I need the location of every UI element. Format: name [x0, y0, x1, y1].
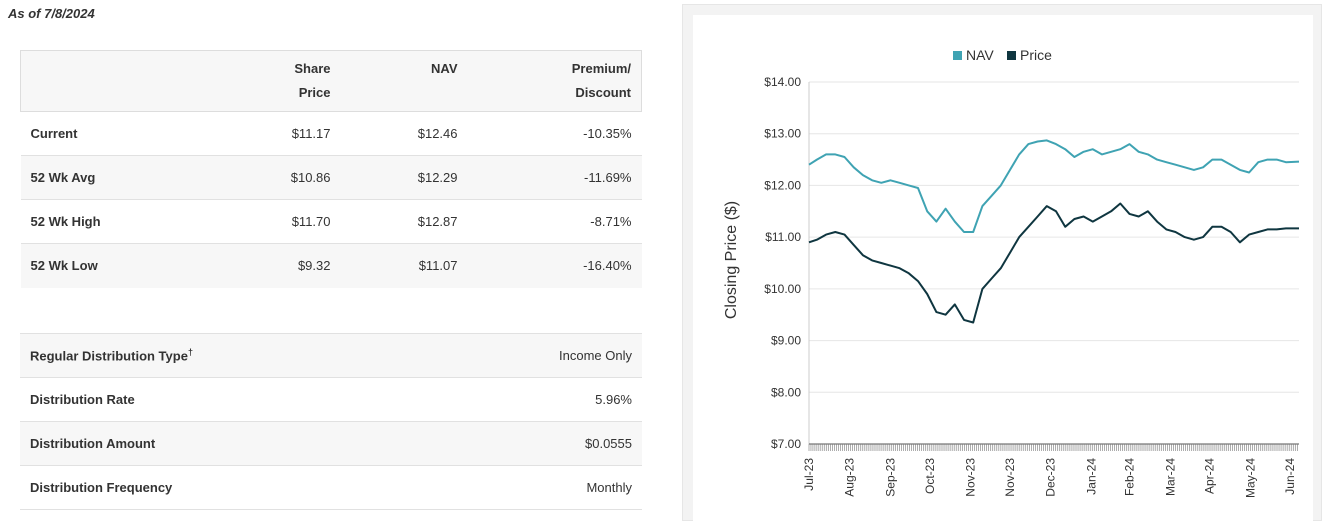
distribution-amount-value: $0.0555 [432, 421, 642, 466]
x-tick-label: Jan-24 [1084, 458, 1098, 495]
row-label: 52 Wk Low [20, 243, 151, 288]
share-price-header-text: Share Price [294, 61, 331, 100]
nav-value: $12.87 [340, 199, 468, 244]
x-tick-label: Feb-24 [1123, 458, 1137, 496]
distribution-type-value: Income Only [432, 333, 642, 378]
stats-header-nav: NAV [340, 50, 468, 112]
x-tick-label: Apr-24 [1203, 458, 1217, 494]
stats-header-label [20, 50, 151, 112]
premium-discount-value: -11.69% [467, 155, 642, 200]
nav-value: $12.29 [340, 155, 468, 200]
chart-panel: NAV Price Closing Price ($) $14.00 $13.00… [682, 4, 1322, 522]
footnote-dagger: † [187, 347, 193, 358]
stats-header-row: Share Price NAV Premium/ Discount [20, 50, 642, 112]
series-line-nav [808, 139, 1300, 233]
x-tick-label: Jun-24 [1283, 458, 1297, 495]
row-label: Current [20, 111, 151, 156]
stats-row-current: Current $11.17 $12.46 -10.35% [20, 111, 642, 156]
row-label: Distribution Frequency [20, 465, 433, 510]
nav-value: $11.07 [340, 243, 468, 288]
y-tick-label: $11.00 [765, 230, 801, 244]
chart-container: NAV Price Closing Price ($) $14.00 $13.00… [693, 15, 1313, 522]
y-tick-label: $9.00 [771, 334, 801, 348]
y-tick-label: $8.00 [771, 385, 801, 399]
y-tick-label: $7.00 [771, 437, 801, 451]
row-label: Distribution Amount [20, 421, 433, 466]
x-tick-label: May-24 [1243, 458, 1257, 498]
row-label: Regular Distribution Type† [20, 333, 433, 378]
y-tick-label: $14.00 [764, 75, 801, 89]
premium-discount-value: -16.40% [467, 243, 642, 288]
distribution-table: Regular Distribution Type† Income Only D… [20, 333, 642, 510]
distribution-row-amount: Distribution Amount $0.0555 [20, 421, 642, 466]
x-tick-label: Jul-23 [802, 458, 816, 491]
legend-price-label: Price [1020, 47, 1052, 63]
stats-row-52wk-avg: 52 Wk Avg $10.86 $12.29 -11.69% [20, 155, 642, 200]
x-tick-label: Sep-23 [883, 458, 897, 497]
share-price-value: $11.17 [150, 111, 341, 156]
share-price-value: $11.70 [150, 199, 341, 244]
x-tick-label: Aug-23 [843, 458, 857, 497]
y-axis-label: Closing Price ($) [723, 201, 740, 319]
y-tick-label: $10.00 [764, 282, 801, 296]
stats-header-premium-discount: Premium/ Discount [467, 50, 642, 112]
premium-discount-value: -8.71% [467, 199, 642, 244]
chart-legend: NAV Price [953, 47, 1052, 63]
x-axis: Jul-23 Aug-23 Sep-23 Oct-23 Nov-23 Nov-23 Dec-… [802, 443, 1299, 498]
y-tick-label: $12.00 [764, 178, 801, 192]
row-label: Distribution Rate [20, 377, 433, 422]
row-label: 52 Wk High [20, 199, 151, 244]
share-price-value: $10.86 [150, 155, 341, 200]
legend-price-swatch [1007, 51, 1016, 60]
series-line-price [808, 202, 1299, 324]
distribution-rate-value: 5.96% [432, 377, 642, 422]
x-tick-label: Mar-24 [1163, 458, 1177, 496]
legend-nav-label: NAV [966, 47, 994, 63]
row-label: 52 Wk Avg [20, 155, 151, 200]
distribution-row-type: Regular Distribution Type† Income Only [20, 333, 642, 378]
closing-price-chart: NAV Price Closing Price ($) $14.00 $13.00… [723, 47, 1300, 498]
share-price-value: $9.32 [150, 243, 341, 288]
stats-header-share-price: Share Price [150, 50, 341, 112]
premium-discount-value: -10.35% [467, 111, 642, 156]
distribution-row-rate: Distribution Rate 5.96% [20, 377, 642, 422]
x-tick-label: Nov-23 [1003, 458, 1017, 497]
y-axis-ticks: $14.00 $13.00 $12.00 $11.00 $10.00 $9.00 $8.00… [764, 75, 801, 451]
y-tick-label: $13.00 [764, 127, 801, 141]
chart-series [808, 139, 1300, 324]
legend-nav-swatch [953, 51, 962, 60]
stats-row-52wk-high: 52 Wk High $11.70 $12.87 -8.71% [20, 199, 642, 244]
x-tick-label: Oct-23 [923, 458, 937, 494]
as-of-date: As of 7/8/2024 [8, 6, 95, 21]
chart-grid [808, 81, 1299, 445]
distribution-row-frequency: Distribution Frequency Monthly [20, 465, 642, 510]
premium-discount-header-text: Premium/ Discount [571, 61, 631, 100]
price-stats-table: Share Price NAV Premium/ Discount Curren… [20, 50, 642, 288]
x-tick-label: Dec-23 [1044, 458, 1058, 497]
stats-row-52wk-low: 52 Wk Low $9.32 $11.07 -16.40% [20, 243, 642, 288]
nav-value: $12.46 [340, 111, 468, 156]
distribution-frequency-value: Monthly [432, 465, 642, 510]
x-tick-label: Nov-23 [964, 458, 978, 497]
distribution-type-label: Regular Distribution Type [30, 348, 188, 364]
